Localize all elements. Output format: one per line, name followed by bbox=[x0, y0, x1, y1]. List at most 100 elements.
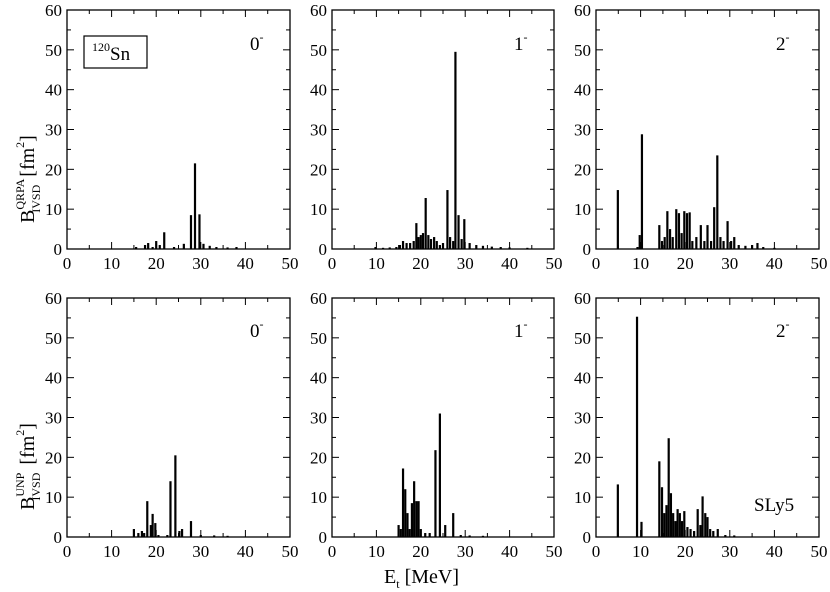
multipolarity-value: 2 bbox=[776, 321, 786, 342]
bar-p6-2 bbox=[635, 316, 639, 537]
multipolarity-label-6: 2- bbox=[776, 317, 790, 342]
bar-p3-13 bbox=[680, 233, 683, 249]
multipolarity-label-5: 1- bbox=[514, 317, 528, 342]
x-tick-label: 30 bbox=[192, 542, 209, 561]
bar-p1-8 bbox=[172, 247, 176, 249]
bar-p2-3 bbox=[388, 247, 391, 249]
bar-p5-7 bbox=[410, 503, 414, 537]
x-label-main: E bbox=[384, 566, 396, 588]
bar-p3-7 bbox=[663, 237, 666, 249]
y-tick-label: 40 bbox=[310, 369, 327, 388]
x-label-sub: t bbox=[396, 577, 400, 591]
y-tick-label: 10 bbox=[574, 488, 591, 507]
panel-2: 0 10 20 30 40 50 0 10 20 30 40 50 60 1- bbox=[310, 1, 563, 273]
bar-p3-5 bbox=[658, 225, 661, 249]
y-tick-label: 20 bbox=[45, 448, 62, 467]
bar-p3-33 bbox=[756, 243, 759, 249]
y-tick-label: 0 bbox=[583, 240, 592, 259]
bar-p4-9 bbox=[157, 535, 160, 537]
bar-p3-10 bbox=[671, 237, 674, 249]
bar-p6-14 bbox=[680, 521, 684, 537]
bar-p6-22 bbox=[704, 513, 707, 537]
bar-p6-24 bbox=[709, 529, 712, 537]
y-tick-label: 20 bbox=[310, 448, 327, 467]
bar-p3-22 bbox=[709, 241, 713, 249]
x-tick-label: 10 bbox=[632, 254, 649, 273]
x-tick-label: 30 bbox=[192, 254, 209, 273]
bar-p5-16 bbox=[444, 525, 447, 537]
y-tick-label: 60 bbox=[310, 1, 327, 20]
x-tick-label: 40 bbox=[237, 542, 254, 561]
bar-p1-3 bbox=[147, 243, 150, 249]
panel-frame-3 bbox=[595, 9, 820, 250]
bar-p4-17 bbox=[213, 535, 216, 537]
multipolarity-value: 0 bbox=[250, 321, 260, 342]
y-label-top-sup: QRPA bbox=[13, 178, 27, 209]
bar-p2-7 bbox=[405, 243, 408, 249]
bar-p4-2 bbox=[137, 533, 140, 537]
bar-p5-10 bbox=[417, 501, 420, 537]
bar-p1-9 bbox=[182, 243, 185, 249]
bar-p3-30 bbox=[737, 245, 740, 249]
bar-p4-11 bbox=[169, 481, 172, 537]
bar-p6-23 bbox=[706, 517, 709, 537]
y-label-bottom-close: ] bbox=[17, 423, 39, 430]
x-tick-label: 10 bbox=[368, 542, 385, 561]
panel-5: 0 10 20 30 40 50 0 10 20 30 40 50 60 1- bbox=[310, 289, 563, 561]
bar-p2-6 bbox=[401, 241, 405, 249]
multipolarity-parity: - bbox=[260, 317, 264, 331]
y-axis-label-top: BQRPA IVSD [fm2] bbox=[13, 135, 43, 223]
bar-p4-15 bbox=[189, 521, 193, 537]
y-tick-label: 0 bbox=[319, 528, 328, 547]
multipolarity-value: 1 bbox=[514, 321, 524, 342]
bar-p3-26 bbox=[722, 241, 725, 249]
bar-p2-27 bbox=[463, 219, 466, 250]
x-tick-label: 0 bbox=[63, 542, 72, 561]
y-tick-label: 20 bbox=[574, 160, 591, 179]
bar-p3-34 bbox=[762, 247, 765, 249]
panel-3: 0 10 20 30 40 50 0 10 20 30 40 50 60 2- bbox=[574, 1, 828, 273]
bar-p4-14 bbox=[180, 529, 184, 537]
y-label-top-close: ] bbox=[17, 135, 39, 142]
x-tick-label: 20 bbox=[148, 542, 165, 561]
y-label-bottom-sup: UNP bbox=[13, 472, 27, 496]
x-tick-label: 20 bbox=[677, 542, 694, 561]
y-label-bottom-main: B bbox=[17, 497, 39, 510]
bar-p6-26 bbox=[716, 529, 719, 537]
multipolarity-parity: - bbox=[524, 30, 528, 44]
bar-p2-13 bbox=[421, 233, 425, 249]
x-tick-label: 0 bbox=[328, 542, 337, 561]
y-tick-label: 30 bbox=[45, 409, 62, 428]
bar-p6-3 bbox=[640, 521, 643, 537]
x-tick-label: 30 bbox=[721, 542, 738, 561]
bar-p2-15 bbox=[427, 235, 430, 249]
bar-p2-26 bbox=[460, 239, 463, 249]
bar-p3-17 bbox=[691, 241, 694, 249]
bar-p6-15 bbox=[683, 511, 686, 537]
x-tick-label: 50 bbox=[811, 542, 828, 561]
bar-p3-4 bbox=[640, 134, 644, 249]
bar-p5-18 bbox=[459, 535, 462, 537]
bar-p4-10 bbox=[166, 535, 169, 537]
nucleus-legend: 120Sn bbox=[83, 35, 148, 69]
bar-p2-10 bbox=[415, 223, 418, 249]
multipolarity-label-4: 0- bbox=[250, 317, 264, 342]
bar-p6-25 bbox=[712, 531, 715, 537]
y-tick-label: 40 bbox=[310, 81, 327, 100]
bar-p3-12 bbox=[677, 213, 681, 249]
bar-p6-27 bbox=[724, 535, 727, 537]
x-label-rest: [MeV] bbox=[400, 566, 459, 588]
bar-p1-13 bbox=[202, 243, 205, 249]
bar-p1-10 bbox=[189, 215, 193, 249]
x-tick-label: 20 bbox=[148, 254, 165, 273]
bar-p2-22 bbox=[449, 237, 452, 249]
y-label-top-main: B bbox=[17, 210, 39, 223]
bar-p2-30 bbox=[481, 245, 485, 249]
x-tick-label: 40 bbox=[501, 542, 518, 561]
bar-p1-12 bbox=[198, 214, 201, 249]
bar-p6-7 bbox=[665, 505, 668, 537]
y-tick-label: 0 bbox=[54, 240, 63, 259]
bar-p3-11 bbox=[675, 209, 678, 249]
panel-6: 0 10 20 30 40 50 0 10 20 30 40 50 60 2- bbox=[574, 289, 828, 561]
